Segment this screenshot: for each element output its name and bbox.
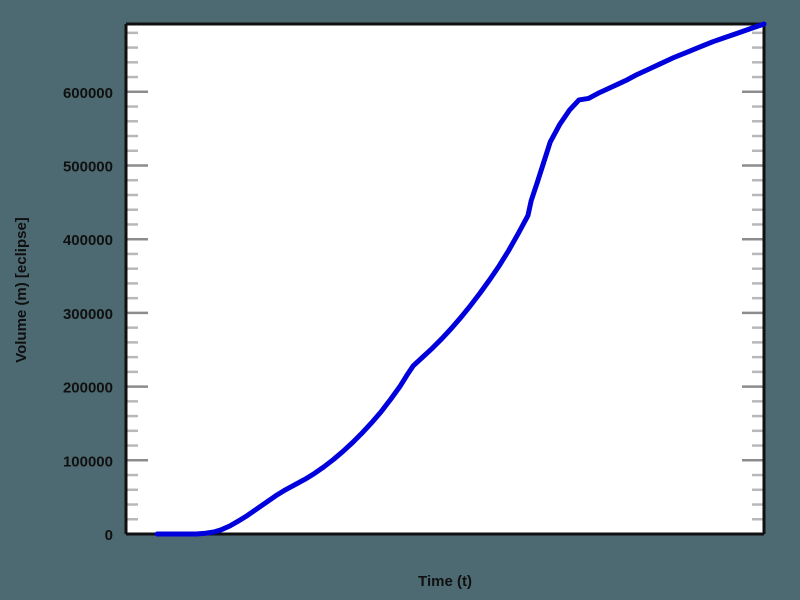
axis-frame (124, 22, 766, 536)
y-tick-label: 0 (105, 527, 113, 544)
y-tick-label: 600000 (63, 85, 113, 102)
y-tick-label: 400000 (63, 232, 113, 249)
y-tick-label: 100000 (63, 453, 113, 470)
y-tick-labels: 0 100000 200000 300000 400000 500000 600000 (63, 85, 113, 544)
y-axis-title: Volume (m) [eclipse] (13, 217, 30, 363)
axis-ticks (126, 31, 764, 536)
plot-area-background (126, 24, 764, 534)
data-line (154, 21, 767, 537)
x-axis-title: Time (t) (418, 573, 472, 590)
y-tick-label: 200000 (63, 380, 113, 397)
y-tick-label: 300000 (63, 306, 113, 323)
y-tick-label: 500000 (63, 159, 113, 176)
data-series-group (154, 21, 767, 537)
